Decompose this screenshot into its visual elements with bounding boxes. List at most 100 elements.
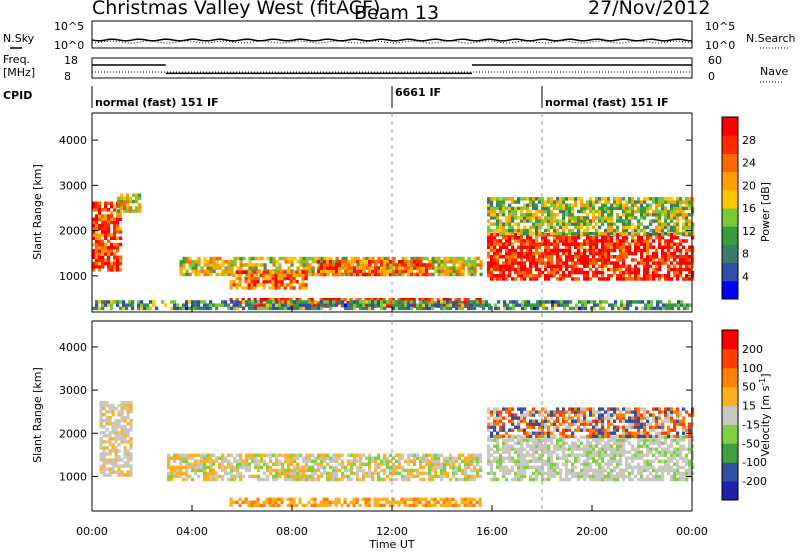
velocity-cell <box>268 500 272 504</box>
power-cell <box>473 263 477 267</box>
velocity-cell <box>102 431 106 435</box>
power-cell <box>640 248 644 253</box>
velocity-cell <box>562 434 566 438</box>
velocity-cell <box>571 450 575 454</box>
power-cell <box>368 263 372 267</box>
velocity-cell <box>120 403 124 408</box>
power-cell <box>530 303 534 307</box>
power-cell <box>559 206 563 211</box>
velocity-cell <box>427 503 431 508</box>
power-cell <box>215 272 219 277</box>
power-cell <box>235 286 239 290</box>
power-cell <box>677 303 681 307</box>
power-cell <box>629 303 633 307</box>
power-cell <box>499 213 503 217</box>
power-cell <box>490 228 494 233</box>
velocity-cell <box>403 497 407 501</box>
velocity-cell <box>247 500 251 504</box>
velocity-cell <box>655 471 659 476</box>
velocity-cell <box>443 465 447 470</box>
velocity-cell <box>266 474 270 479</box>
power-cell <box>461 266 465 270</box>
power-cell <box>550 248 554 253</box>
power-cell <box>661 258 665 262</box>
power-cell <box>667 274 671 278</box>
power-cell <box>179 266 183 270</box>
power-cell <box>132 209 136 213</box>
power-cell <box>332 303 336 307</box>
velocity-cell <box>302 474 306 479</box>
velocity-cell <box>167 471 171 476</box>
velocity-cell <box>179 468 183 473</box>
power-cell <box>326 260 330 264</box>
power-cell <box>113 265 117 269</box>
velocity-cell <box>419 462 423 466</box>
velocity-cell <box>535 474 539 479</box>
power-cell <box>616 261 620 265</box>
power-cell <box>619 248 623 253</box>
freq-unit-label: [MHz] <box>3 66 35 79</box>
power-cell <box>529 219 533 223</box>
velocity-cell <box>691 477 695 482</box>
power-cell <box>185 269 189 273</box>
velocity-cell <box>479 453 483 457</box>
power-cell <box>596 303 600 307</box>
power-cell <box>628 197 632 201</box>
velocity-cell <box>265 497 269 501</box>
power-cell <box>286 298 290 302</box>
power-cell <box>619 270 623 275</box>
velocity-cell <box>601 477 605 482</box>
velocity-cell <box>565 456 569 460</box>
power-cell <box>593 303 597 307</box>
power-cell <box>589 251 593 256</box>
velocity-cell <box>325 503 329 508</box>
power-cell <box>259 301 263 305</box>
power-cell <box>490 232 494 237</box>
power-cell <box>287 303 291 307</box>
velocity-cell <box>449 462 453 466</box>
freq-tick-low: 8 <box>64 70 71 83</box>
power-cell <box>634 239 638 243</box>
power-cell <box>679 267 683 272</box>
power-cell <box>458 306 462 311</box>
velocity-cell <box>676 477 680 482</box>
power-cell <box>314 260 318 264</box>
power-cell <box>670 216 674 220</box>
power-cell <box>637 231 641 236</box>
power-cell <box>437 260 441 264</box>
velocity-cell <box>437 462 441 466</box>
power-cell <box>116 303 120 307</box>
power-cell <box>290 300 294 304</box>
velocity-cell <box>200 462 204 466</box>
power-cell <box>604 228 608 233</box>
power-cell <box>586 277 590 281</box>
power-cell <box>248 269 252 273</box>
velocity-cell <box>129 470 133 474</box>
velocity-cell <box>577 413 581 417</box>
velocity-cell <box>296 474 300 479</box>
power-cell <box>538 231 542 236</box>
power-cell <box>323 260 327 264</box>
power-cell <box>257 306 261 311</box>
velocity-cell <box>191 462 195 466</box>
power-cell <box>554 300 558 304</box>
velocity-cell <box>517 474 521 479</box>
velocity-cell <box>562 453 566 457</box>
velocity-cell <box>541 453 545 457</box>
power-cell <box>458 263 462 267</box>
power-cell <box>637 239 641 243</box>
velocity-cell <box>574 407 578 411</box>
velocity-cell <box>419 471 423 476</box>
power-cell <box>679 206 683 211</box>
power-cell <box>625 216 629 220</box>
velocity-cell <box>266 453 270 457</box>
velocity-cell <box>553 447 557 451</box>
power-cell <box>350 300 354 304</box>
power-cell <box>586 213 590 217</box>
power-cell <box>104 246 108 250</box>
velocity-cell <box>442 503 446 508</box>
power-cell <box>574 270 578 275</box>
velocity-cell <box>120 464 124 468</box>
power-cell <box>389 266 393 270</box>
power-cell <box>263 306 267 311</box>
